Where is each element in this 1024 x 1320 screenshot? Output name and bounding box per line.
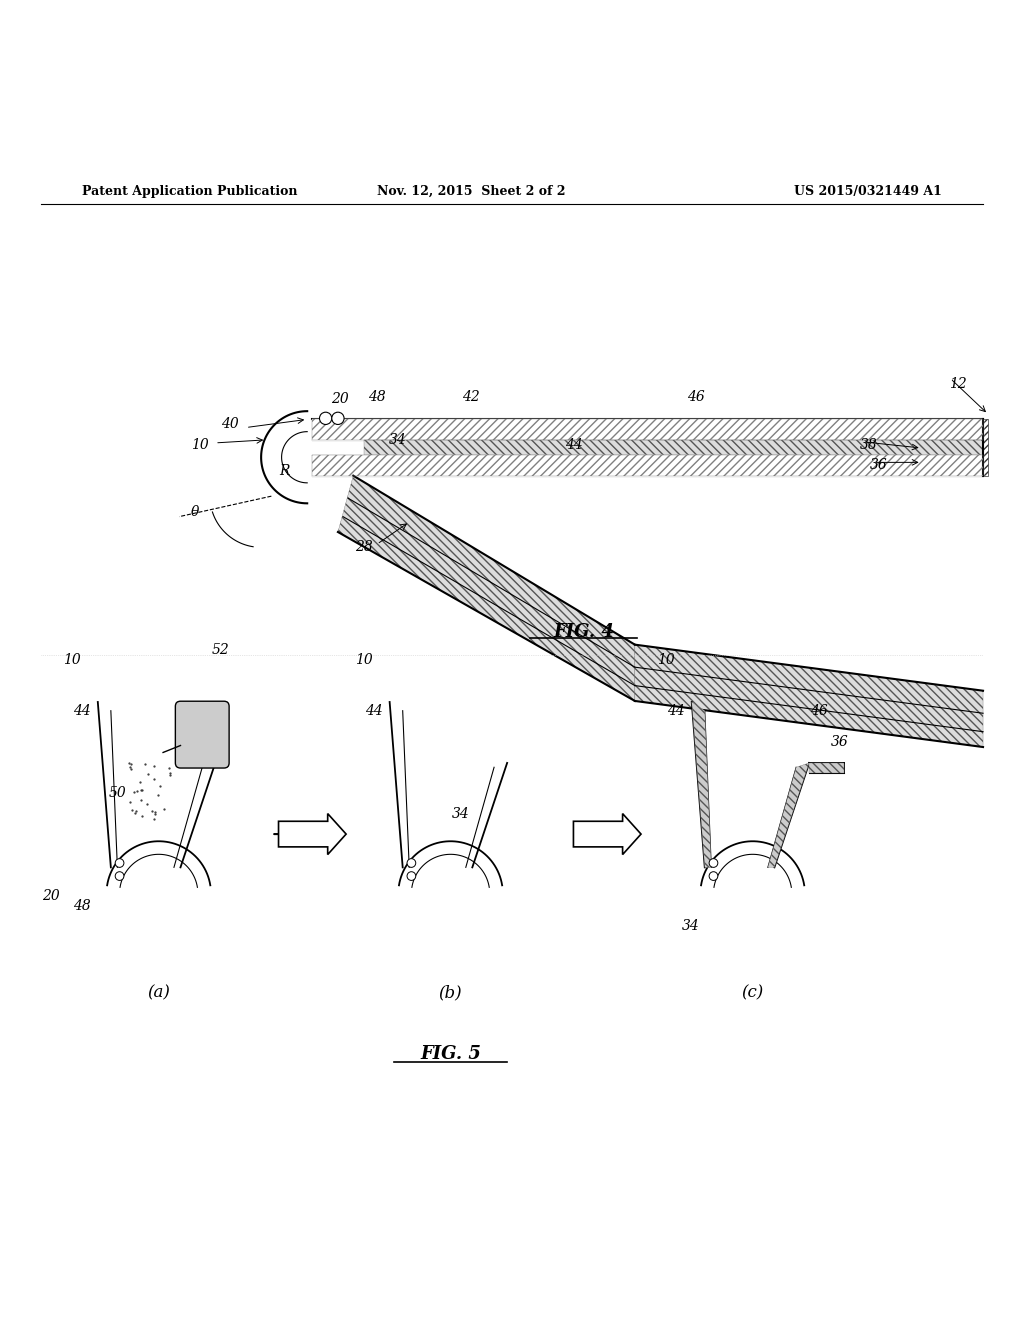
Text: 40: 40 [221, 417, 240, 432]
Text: 44: 44 [667, 704, 685, 718]
Bar [983, 420, 988, 475]
Text: (c): (c) [741, 985, 764, 1002]
Text: 34: 34 [682, 919, 700, 933]
Text: 46: 46 [687, 389, 706, 404]
Text: 20: 20 [42, 888, 60, 903]
Circle shape [115, 858, 124, 867]
Text: 44: 44 [365, 704, 383, 718]
Circle shape [709, 871, 718, 880]
Text: 10: 10 [354, 653, 373, 667]
Text: Nov. 12, 2015  Sheet 2 of 2: Nov. 12, 2015 Sheet 2 of 2 [377, 185, 565, 198]
Text: 34: 34 [388, 433, 407, 447]
Text: FIG. 4: FIG. 4 [553, 623, 614, 642]
Text: 10: 10 [656, 653, 675, 667]
Text: 44: 44 [73, 704, 91, 718]
Polygon shape [809, 763, 844, 774]
Text: 28: 28 [354, 540, 373, 554]
Text: 50: 50 [109, 787, 127, 800]
Text: R: R [280, 463, 290, 478]
Text: US 2015/0321449 A1: US 2015/0321449 A1 [795, 185, 942, 198]
Circle shape [115, 871, 124, 880]
Text: 10: 10 [62, 653, 81, 667]
Text: FIG. 5: FIG. 5 [420, 1045, 481, 1063]
Text: (b): (b) [438, 985, 463, 1002]
Text: 52: 52 [211, 643, 229, 657]
Text: 36: 36 [869, 458, 888, 473]
Text: 10: 10 [190, 438, 209, 451]
Text: 12: 12 [948, 376, 967, 391]
Circle shape [332, 412, 344, 425]
Circle shape [408, 858, 416, 867]
Text: 34: 34 [452, 807, 470, 821]
Text: 38: 38 [859, 438, 878, 451]
Polygon shape [692, 702, 712, 867]
Text: θ: θ [190, 504, 199, 519]
Text: Patent Application Publication: Patent Application Publication [82, 185, 297, 198]
FancyBboxPatch shape [175, 701, 229, 768]
FancyArrow shape [279, 813, 346, 854]
Circle shape [408, 871, 416, 880]
Polygon shape [635, 644, 983, 747]
Text: 48: 48 [368, 389, 386, 404]
Text: 42: 42 [462, 389, 480, 404]
Circle shape [709, 858, 718, 867]
Circle shape [319, 412, 332, 425]
Text: 48: 48 [73, 899, 91, 912]
Polygon shape [338, 475, 635, 701]
Text: 20: 20 [331, 392, 349, 405]
Polygon shape [768, 763, 809, 867]
Text: 44: 44 [564, 438, 583, 451]
FancyArrow shape [573, 813, 641, 854]
Text: 36: 36 [830, 735, 849, 748]
Text: 46: 46 [810, 704, 828, 718]
Text: (a): (a) [147, 985, 170, 1002]
